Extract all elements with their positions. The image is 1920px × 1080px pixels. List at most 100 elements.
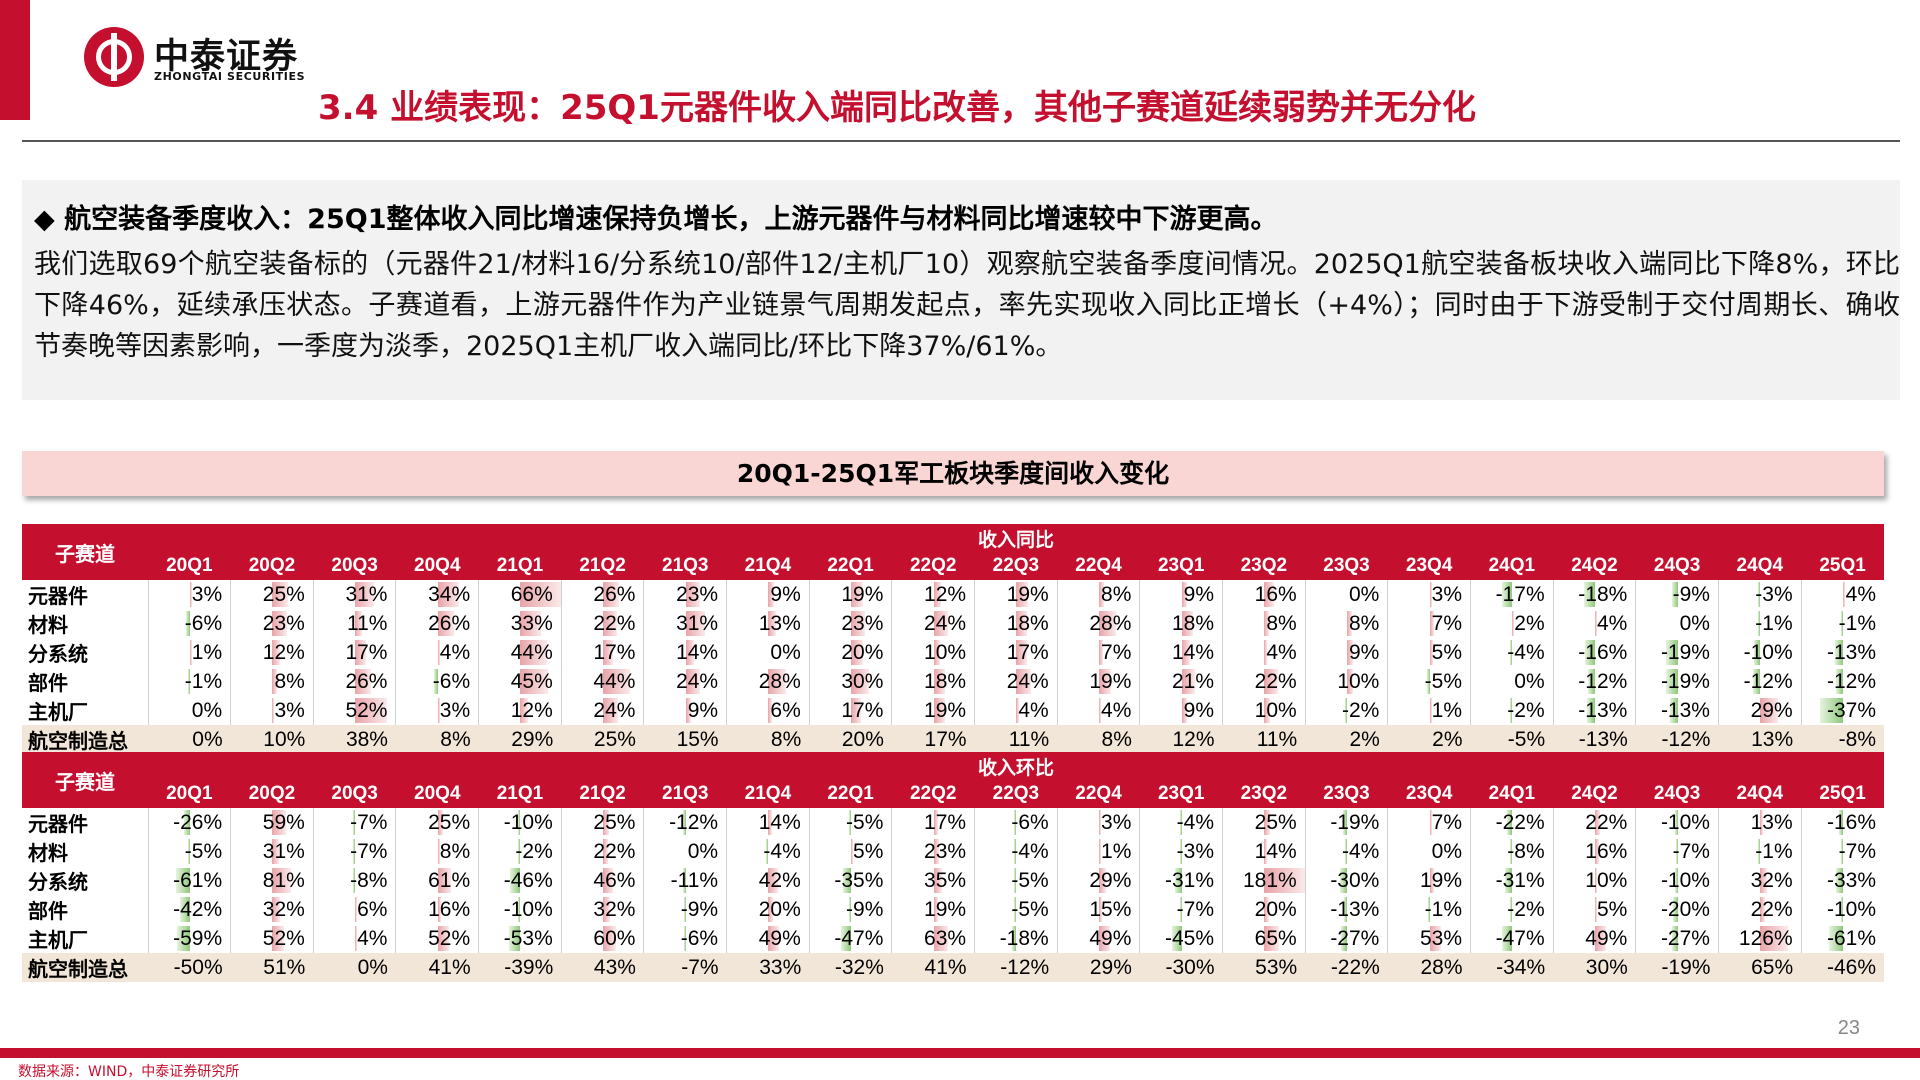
positive-data-bar: [1594, 839, 1599, 864]
cell-value: 181%: [1242, 868, 1297, 892]
data-cell: -12%: [1717, 667, 1802, 696]
data-cell: 20%: [809, 725, 892, 754]
data-cell: 28%: [726, 667, 810, 696]
data-cell: 29%: [478, 725, 562, 754]
positive-data-bar: [355, 698, 387, 723]
cell-value: 25%: [262, 582, 305, 606]
data-cell: -42%: [147, 895, 231, 924]
data-cell: 34%: [395, 580, 479, 609]
positive-data-bar: [1429, 698, 1432, 723]
cell-value: -13%: [1578, 698, 1628, 722]
row-header-label: 子赛道: [22, 752, 148, 808]
data-cell: -5%: [974, 895, 1058, 924]
data-cell: 4%: [1222, 638, 1306, 667]
data-cell: 32%: [230, 895, 314, 924]
data-cell: 3%: [1056, 808, 1140, 837]
positive-data-bar: [437, 926, 450, 951]
cell-value: 17%: [593, 640, 636, 664]
positive-data-bar: [355, 669, 372, 694]
data-cell: 19%: [808, 580, 892, 609]
cell-value: -10%: [1826, 897, 1876, 921]
cell-value: -5%: [1011, 897, 1049, 921]
data-cell: 42%: [726, 866, 810, 895]
cell-value: 8%: [440, 727, 471, 751]
data-cell: 35%: [891, 866, 975, 895]
data-cell: -11%: [643, 866, 727, 895]
cell-value: -8%: [1507, 839, 1545, 863]
positive-data-bar: [1594, 926, 1606, 951]
cell-value: 16%: [428, 897, 471, 921]
cell-value: 49%: [1089, 926, 1132, 950]
quarter-header: 24Q2: [1553, 552, 1636, 580]
data-cell: 17%: [974, 638, 1058, 667]
positive-data-bar: [851, 698, 862, 723]
cell-value: 25%: [428, 810, 471, 834]
summary-body: 我们选取69个航空装备标的（元器件21/材料16/分系统10/部件12/主机厂1…: [34, 249, 1900, 362]
data-cell: 9%: [1139, 580, 1223, 609]
data-cell: -5%: [1387, 667, 1471, 696]
cell-value: -7%: [1176, 897, 1215, 921]
cell-value: 20%: [1254, 897, 1297, 921]
cell-value: -2%: [1341, 698, 1380, 722]
data-cell: -1%: [1717, 609, 1802, 638]
data-cell: 15%: [643, 725, 727, 754]
data-cell: -1%: [1717, 837, 1802, 866]
positive-data-bar: [933, 582, 942, 607]
data-cell: 81%: [230, 866, 314, 895]
cell-value: 34%: [428, 582, 471, 606]
cell-value: -19%: [1330, 810, 1380, 834]
cell-value: -1%: [1755, 611, 1793, 635]
data-cell: 17%: [891, 725, 975, 754]
group-header: 收入环比: [148, 752, 1884, 780]
data-cell: -3%: [1139, 837, 1223, 866]
data-cell: -22%: [1470, 808, 1554, 837]
row-label: 航空制造总: [22, 953, 148, 982]
cell-value: -13%: [1660, 698, 1710, 722]
cell-value: 5%: [1596, 897, 1628, 921]
cell-value: 41%: [924, 955, 967, 979]
positive-data-bar: [603, 698, 618, 723]
row-label: 分系统: [28, 642, 88, 666]
cell-value: -10%: [503, 897, 553, 921]
cell-value: 22%: [1585, 810, 1628, 834]
cell-value: 9%: [1183, 698, 1215, 722]
cell-value: -18%: [1578, 582, 1628, 606]
quarter-header: 21Q2: [561, 552, 644, 580]
data-cell: 16%: [395, 895, 479, 924]
positive-data-bar: [1016, 582, 1028, 607]
data-cell: 13%: [1718, 725, 1802, 754]
cell-value: 32%: [593, 897, 636, 921]
data-cell: -12%: [1800, 667, 1884, 696]
data-cell: -19%: [1635, 953, 1719, 982]
cell-value: 19%: [841, 582, 884, 606]
negative-data-bar: [1012, 926, 1017, 951]
data-cell: 126%: [1717, 924, 1802, 953]
cell-value: -53%: [503, 926, 553, 950]
cell-value: 3%: [1101, 810, 1132, 834]
positive-data-bar: [768, 669, 786, 694]
cell-value: 21%: [1172, 669, 1215, 693]
data-cell: 0%: [313, 953, 396, 982]
data-cell: 20%: [1222, 895, 1306, 924]
data-cell: 25%: [1222, 808, 1306, 837]
quarter-header: 22Q3: [974, 780, 1058, 808]
data-cell: -12%: [1552, 667, 1636, 696]
cell-value: -10%: [503, 810, 553, 834]
quarter-header: 21Q1: [478, 552, 562, 580]
cell-value: -12%: [1578, 669, 1628, 693]
negative-data-bar: [510, 868, 521, 893]
data-cell: 11%: [1222, 725, 1306, 754]
negative-data-bar: [1505, 868, 1513, 893]
logo-name-cn: 中泰证券: [154, 37, 299, 77]
quarter-header: 22Q3: [974, 552, 1058, 580]
cell-value: 13%: [1750, 810, 1793, 834]
cell-value: -7%: [681, 955, 719, 979]
data-cell: 43%: [561, 953, 644, 982]
positive-data-bar: [437, 897, 442, 922]
positive-data-bar: [189, 640, 192, 665]
data-cell: 16%: [1222, 580, 1306, 609]
cell-value: -13%: [1826, 640, 1876, 664]
positive-data-bar: [851, 839, 854, 864]
data-cell: -16%: [1800, 808, 1884, 837]
cell-value: 1%: [1431, 698, 1462, 722]
